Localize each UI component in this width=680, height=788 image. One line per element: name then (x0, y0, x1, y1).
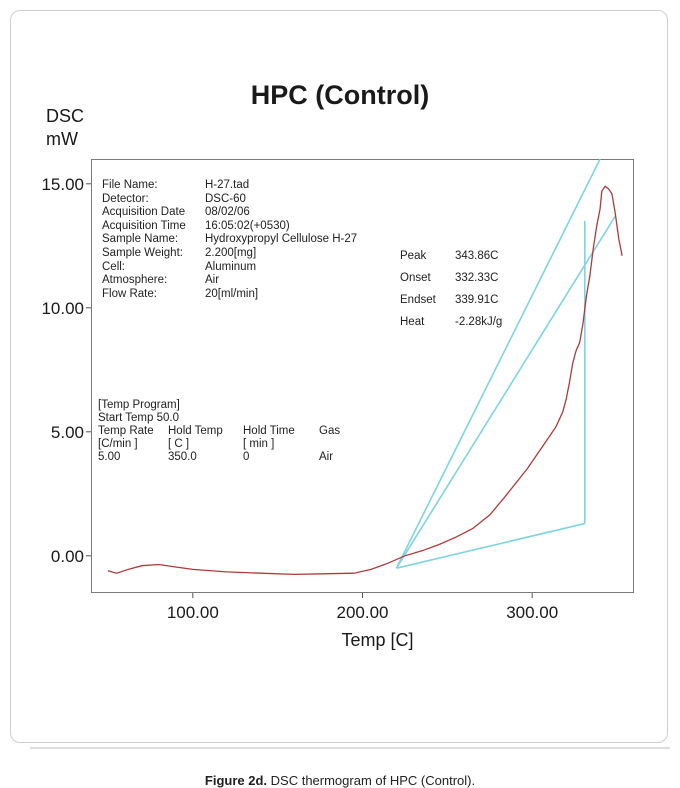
peak-value: -2.28kJ/g (455, 316, 503, 328)
sample-info-block: File Name: H-27.tad Detector: DSC-60 Acquisi… (102, 179, 357, 301)
temp-program-cell: 5.00 (98, 451, 121, 463)
x-axis: 100.00 200.00 300.00 Temp [C] (167, 593, 558, 650)
info-key: Sample Weight: (102, 246, 183, 259)
info-key: Flow Rate: (102, 287, 157, 300)
info-key: Detector: (102, 192, 149, 205)
peak-row: Onset 332.33C (400, 272, 502, 294)
temp-program-header: Temp Rate Hold Temp Hold Time Gas (98, 425, 340, 438)
info-row: Atmosphere: Air (102, 274, 357, 288)
temp-program-cell: Hold Temp (168, 425, 223, 437)
analysis-line (395, 215, 617, 569)
info-key: Acquisition Time (102, 219, 186, 232)
info-row: Sample Weight: 2.200[mg] (102, 247, 357, 261)
temp-program-cell: 350.0 (168, 451, 197, 463)
x-tick-label: 300.00 (506, 603, 558, 622)
peak-key: Heat (400, 316, 425, 328)
figure-card (10, 10, 668, 743)
analysis-lines (395, 159, 617, 569)
y-axis: 0.00 5.00 10.00 15.00 (41, 175, 91, 566)
temp-program-cell: Air (319, 451, 334, 463)
temp-program-units: [C/min ] [ C ] [ min ] (98, 438, 340, 451)
peak-row: Endset 339.91C (400, 294, 502, 316)
dsc-chart: 0.00 5.00 10.00 15.00 100.00 200.00 300.00 Tem… (41, 159, 623, 650)
divider (30, 747, 670, 749)
info-value: 20[ml/min] (205, 287, 259, 300)
info-value: DSC-60 (205, 192, 246, 205)
peak-results-block: Peak 343.86C Onset 332.33C Endset 339.91C Heat… (400, 250, 502, 338)
y-tick-label: 15.00 (41, 175, 84, 194)
peak-key: Onset (400, 272, 431, 284)
info-row: Flow Rate: 20[ml/min] (102, 288, 357, 302)
info-key: Sample Name: (102, 233, 179, 246)
info-key: File Name: (102, 179, 158, 191)
peak-value: 332.33C (455, 272, 499, 284)
info-value: Air (205, 274, 220, 287)
y-tick-label: 5.00 (51, 423, 84, 442)
temp-program-cell: Hold Time (243, 425, 295, 437)
figure-caption: Figure 2d. DSC thermogram of HPC (Contro… (0, 773, 680, 788)
info-value: Aluminum (205, 260, 257, 273)
temp-program-cell: [ C ] (168, 438, 190, 450)
series-group (107, 185, 623, 576)
temp-program-cell: [C/min ] (98, 438, 138, 450)
info-row: Cell: Aluminum (102, 261, 357, 275)
peak-row: Heat -2.28kJ/g (400, 316, 502, 338)
peak-row: Peak 343.86C (400, 250, 502, 272)
info-row: Detector: DSC-60 (102, 193, 357, 207)
temp-program-heading: [Temp Program] (98, 399, 180, 411)
info-value: 08/02/06 (205, 206, 250, 219)
y-axis-label-unit: mW (46, 129, 78, 149)
temp-program-cell: Temp Rate (98, 425, 154, 437)
plot-area (91, 159, 634, 593)
info-row: File Name: H-27.tad (102, 179, 357, 193)
peak-value: 339.91C (455, 294, 499, 306)
info-value: H-27.tad (205, 179, 250, 191)
x-axis-label: Temp [C] (341, 630, 413, 650)
info-value: 2.200[mg] (205, 246, 257, 259)
temp-program-row: 5.00 350.0 0 Air (98, 451, 340, 464)
y-axis-label-dsc: DSC (46, 106, 85, 126)
peak-value: 343.86C (455, 250, 499, 262)
info-key: Cell: (102, 260, 126, 273)
info-key: Atmosphere: (102, 274, 168, 287)
temp-program-cell: 0 (243, 451, 250, 463)
x-tick-label: 100.00 (167, 603, 219, 622)
dsc-curve (107, 185, 623, 576)
info-value: Hydroxypropyl Cellulose H-27 (205, 233, 358, 246)
caption-text: DSC thermogram of HPC (Control). (267, 773, 476, 788)
peak-key: Endset (400, 294, 436, 306)
y-tick-label: 0.00 (51, 547, 84, 566)
temp-program-cell: Gas (319, 425, 341, 437)
y-tick-label: 10.00 (41, 299, 84, 318)
peak-key: Peak (400, 250, 427, 262)
info-value: 16:05:02(+0530) (205, 219, 290, 232)
info-row: Acquisition Date 08/02/06 (102, 206, 357, 220)
info-row: Acquisition Time 16:05:02(+0530) (102, 220, 357, 234)
chart-title: HPC (Control) (250, 80, 430, 110)
caption-label: Figure 2d. (204, 773, 268, 788)
info-row: Sample Name: Hydroxypropyl Cellulose H-27 (102, 233, 357, 247)
info-key: Acquisition Date (102, 206, 186, 219)
analysis-line (396, 522, 585, 569)
temp-program-cell: [ min ] (243, 438, 275, 450)
analysis-line (395, 159, 601, 569)
temp-program-start: Start Temp 50.0 (98, 412, 179, 424)
x-tick-label: 200.00 (337, 603, 389, 622)
temp-program-block: [Temp Program] Start Temp 50.0 Temp Rate… (98, 399, 340, 464)
